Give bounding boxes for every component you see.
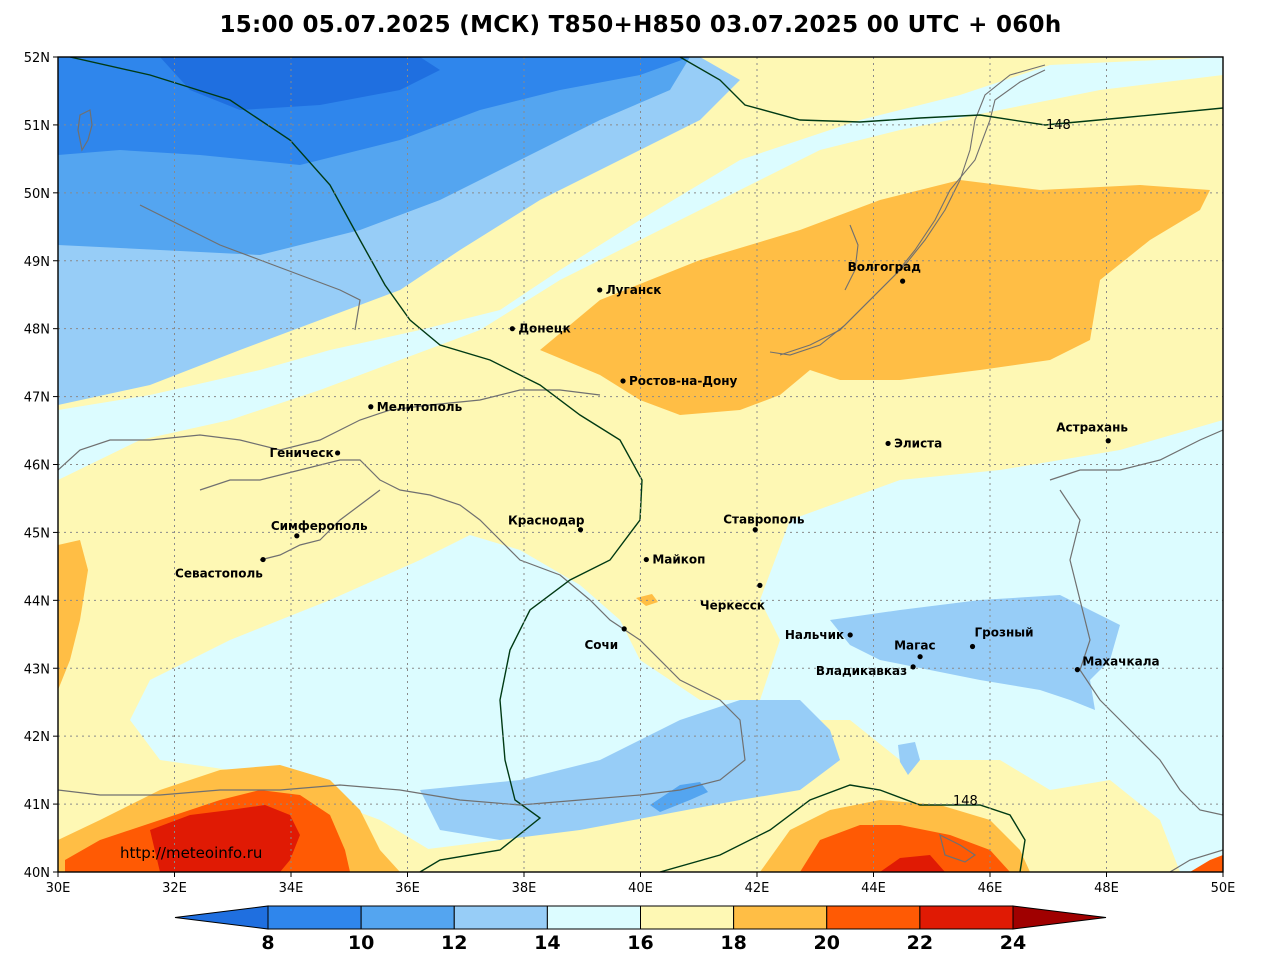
lat-tick-label: 45N <box>24 526 50 541</box>
lat-tick-label: 51N <box>24 119 50 134</box>
city-dot <box>910 664 916 670</box>
lat-tick-label: 49N <box>24 255 50 270</box>
lon-tick-label: 44E <box>861 881 886 896</box>
lat-tick-label: 42N <box>24 730 50 745</box>
city-dot <box>260 556 266 563</box>
city-label: Севастополь <box>175 567 263 581</box>
city-label: Мелитополь <box>377 400 463 414</box>
city-label: Майкоп <box>652 553 705 567</box>
lon-tick-label: 48E <box>1094 881 1119 896</box>
city-label: Черкесск <box>700 598 765 612</box>
colorbar-label: 22 <box>907 932 933 954</box>
city-dot <box>597 287 603 293</box>
colorbar-label: 14 <box>534 932 560 954</box>
latitude-axis: 52N 51N 50N 49N 48N 47N 46N 45N 44N 43N 42N 41N 40N <box>24 51 58 881</box>
city-dot <box>368 404 374 410</box>
colorbar-segment <box>546 905 641 930</box>
colorbar-segment <box>826 905 921 930</box>
city-dot <box>969 643 976 650</box>
lat-tick-label: 47N <box>24 391 50 406</box>
colorbar-label: 8 <box>261 932 274 954</box>
city-dot <box>335 450 341 456</box>
graticule <box>58 57 1223 872</box>
lat-tick-label: 44N <box>24 594 50 609</box>
city-dot <box>509 326 515 332</box>
city-label: Ростов-на-Дону <box>629 374 738 388</box>
colorbar: 8 10 12 14 16 18 20 22 24 <box>174 905 1107 954</box>
city-label: Нальчик <box>785 628 844 642</box>
city-dot <box>577 527 584 533</box>
contour-label-north: 148 <box>1046 118 1071 133</box>
city-label: Волгоград <box>848 260 922 274</box>
lat-tick-label: 40N <box>24 866 50 881</box>
city-dot <box>643 556 649 563</box>
colorbar-label: 24 <box>1000 932 1026 954</box>
colorbar-segment <box>919 905 1014 930</box>
lon-tick-label: 50E <box>1211 881 1236 896</box>
colorbar-label: 10 <box>348 932 374 954</box>
lon-tick-label: 42E <box>745 881 770 896</box>
city-label: Симферополь <box>271 519 368 533</box>
city-dot <box>900 278 906 284</box>
city-dot <box>294 533 300 539</box>
city-label: Астрахань <box>1056 421 1128 435</box>
city-label: Грозный <box>975 626 1034 640</box>
colorbar-segment <box>267 905 362 930</box>
colorbar-max-arrow <box>1012 905 1107 930</box>
lat-tick-label: 48N <box>24 323 50 338</box>
city-dot <box>620 378 626 384</box>
city-dot <box>1074 667 1080 673</box>
city-label: Геническ <box>269 446 333 460</box>
city-markers: Волгоград Луганск Донецк Ростов-на-Дону Мели… <box>175 260 1160 678</box>
city-label: Махачкала <box>1082 655 1159 669</box>
lon-tick-label: 46E <box>978 881 1003 896</box>
lat-tick-label: 43N <box>24 662 50 677</box>
colorbar-label: 20 <box>814 932 840 954</box>
city-dot <box>885 440 891 447</box>
colorbar-label: 18 <box>720 932 746 954</box>
city-dot <box>1105 438 1111 444</box>
city-dot <box>847 632 853 638</box>
colorbar-segment <box>453 905 548 930</box>
lat-tick-label: 46N <box>24 459 50 474</box>
city-label: Магас <box>894 639 936 653</box>
lon-tick-label: 32E <box>162 881 187 896</box>
colorbar-segment <box>733 905 828 930</box>
longitude-axis: 30E 32E 34E 36E 38E 40E 42E 44E 46E 48E 50E <box>46 872 1236 896</box>
city-dot <box>621 626 627 632</box>
lon-tick-label: 40E <box>628 881 653 896</box>
map-title: 15:00 05.07.2025 (МСК) T850+H850 03.07.2… <box>219 12 1062 38</box>
city-label: Владикавказ <box>816 664 907 678</box>
lat-tick-label: 50N <box>24 187 50 202</box>
colorbar-segment <box>640 905 735 930</box>
colorbar-segment <box>360 905 455 930</box>
colorbar-label: 12 <box>441 932 467 954</box>
coastlines <box>58 109 1223 872</box>
lon-tick-label: 30E <box>46 881 71 896</box>
city-label: Краснодар <box>508 514 585 528</box>
h850-contours <box>69 57 1223 872</box>
city-label: Луганск <box>606 283 662 297</box>
city-label: Сочи <box>584 638 618 652</box>
lon-tick-label: 34E <box>279 881 304 896</box>
lat-tick-label: 41N <box>24 798 50 813</box>
city-dot <box>752 527 758 533</box>
lon-tick-label: 36E <box>395 881 420 896</box>
contour-label-south: 148 <box>953 794 978 809</box>
lat-tick-label: 52N <box>24 51 50 66</box>
city-label: Ставрополь <box>723 513 805 527</box>
city-label: Донецк <box>518 322 570 336</box>
city-label: Элиста <box>894 436 942 450</box>
colorbar-min-arrow <box>174 905 269 930</box>
watermark: http://meteoinfo.ru <box>120 844 262 862</box>
rivers <box>769 64 1046 356</box>
colorbar-label: 16 <box>627 932 653 954</box>
city-dot <box>917 654 923 660</box>
city-dot <box>757 582 763 588</box>
lon-tick-label: 38E <box>512 881 537 896</box>
